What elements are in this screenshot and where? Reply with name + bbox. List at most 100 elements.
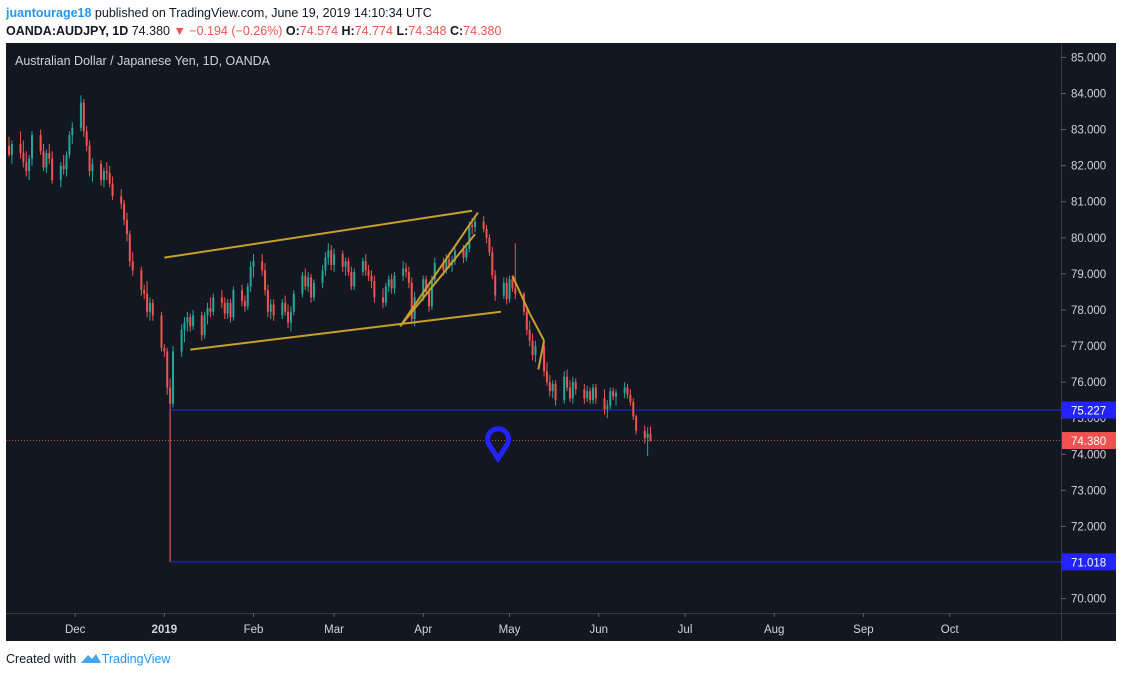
trend-line[interactable] bbox=[537, 340, 546, 370]
trend-line[interactable] bbox=[511, 275, 531, 314]
candle-body bbox=[261, 261, 264, 271]
candle-body bbox=[635, 416, 638, 431]
created-with-text: Created with bbox=[6, 652, 77, 666]
chart-panel[interactable]: Australian Dollar / Japanese Yen, 1D, OA… bbox=[6, 43, 1116, 641]
candle-body bbox=[422, 279, 425, 298]
candle-body bbox=[79, 102, 82, 128]
trend-line[interactable] bbox=[399, 211, 479, 327]
x-tick-label: Aug bbox=[764, 624, 784, 636]
candle-body bbox=[312, 282, 315, 298]
candle-body bbox=[304, 275, 307, 287]
price-chart[interactable]: Australian Dollar / Japanese Yen, 1D, OA… bbox=[6, 43, 1116, 641]
candle-body bbox=[568, 387, 571, 399]
candle-body bbox=[85, 131, 88, 146]
candle-body bbox=[649, 433, 652, 441]
candle-body bbox=[344, 261, 347, 267]
candle-body bbox=[589, 391, 592, 401]
level-price-label: 71.018 bbox=[1071, 557, 1106, 569]
low-value: 74.348 bbox=[408, 24, 447, 38]
candle-body bbox=[249, 266, 252, 287]
high-value: 74.774 bbox=[354, 24, 393, 38]
last-price-label: 74.380 bbox=[1071, 436, 1106, 448]
candle-body bbox=[151, 302, 154, 316]
candle-body bbox=[465, 248, 468, 258]
y-tick-label: 78.000 bbox=[1071, 305, 1106, 317]
candle-body bbox=[243, 300, 246, 307]
candle-body bbox=[548, 382, 551, 392]
candle-body bbox=[384, 286, 387, 303]
candle-body bbox=[321, 270, 324, 283]
trend-line[interactable] bbox=[399, 233, 476, 327]
candle-body bbox=[433, 263, 436, 280]
candle-body bbox=[45, 153, 48, 168]
candle-body bbox=[206, 308, 209, 316]
level-price-label: 75.227 bbox=[1071, 406, 1106, 418]
candle-body bbox=[471, 225, 474, 227]
candle-body bbox=[111, 183, 114, 197]
x-tick-label: Oct bbox=[941, 624, 960, 636]
candle-body bbox=[488, 237, 491, 253]
y-tick-label: 83.000 bbox=[1071, 125, 1106, 137]
candle-body bbox=[614, 392, 618, 397]
last-price-text: 74.380 bbox=[131, 24, 170, 38]
candle-body bbox=[148, 302, 151, 312]
symbol-label: OANDA:AUDJPY, 1D bbox=[6, 24, 129, 38]
candle-body bbox=[502, 282, 505, 296]
candle-body bbox=[71, 127, 74, 135]
candle-body bbox=[514, 288, 517, 294]
candle-body bbox=[131, 261, 134, 271]
x-tick-label: May bbox=[499, 624, 521, 636]
candle-body bbox=[591, 387, 594, 401]
candle-body bbox=[22, 153, 25, 163]
candle-body bbox=[140, 270, 143, 291]
trend-line[interactable] bbox=[164, 209, 473, 259]
candle-body bbox=[574, 382, 577, 390]
tradingview-link[interactable]: TradingView bbox=[101, 652, 171, 666]
candle-body bbox=[7, 145, 11, 155]
x-tick-label: Jul bbox=[678, 624, 693, 636]
candle-body bbox=[586, 391, 589, 399]
candle-body bbox=[482, 221, 485, 229]
chart-title: Australian Dollar / Japanese Yen, 1D, OA… bbox=[15, 54, 271, 68]
candle-body bbox=[543, 346, 546, 372]
candle-body bbox=[91, 163, 94, 172]
candle-body bbox=[88, 145, 91, 172]
candle-body bbox=[445, 259, 448, 271]
candle-body bbox=[407, 272, 410, 283]
candle-body bbox=[123, 203, 126, 220]
candle-body bbox=[180, 329, 183, 352]
candle-body bbox=[272, 304, 275, 316]
ohlc-line: OANDA:AUDJPY, 1D 74.380 ▼ −0.194 (−0.26%… bbox=[6, 22, 501, 40]
candle-body bbox=[525, 311, 528, 330]
author-link[interactable]: juantourage18 bbox=[6, 6, 92, 20]
candle-body bbox=[485, 228, 488, 238]
candle-body bbox=[341, 254, 344, 267]
candle-body bbox=[623, 387, 626, 393]
candle-body bbox=[629, 394, 632, 402]
y-tick-label: 70.000 bbox=[1071, 594, 1106, 606]
candle-body bbox=[68, 134, 71, 155]
y-tick-label: 72.000 bbox=[1071, 521, 1106, 533]
candle-body bbox=[120, 196, 123, 204]
candle-body bbox=[453, 250, 456, 262]
candle-body bbox=[361, 261, 364, 273]
high-label: H: bbox=[341, 24, 355, 38]
candle-body bbox=[554, 383, 557, 401]
candle-body bbox=[324, 257, 327, 271]
candle-body bbox=[289, 311, 292, 323]
trend-line[interactable] bbox=[528, 313, 545, 342]
candle-body bbox=[105, 171, 108, 173]
x-tick-label: Dec bbox=[65, 624, 86, 636]
candle-body bbox=[292, 293, 295, 312]
candle-body bbox=[266, 290, 269, 312]
candle-body bbox=[327, 250, 330, 258]
candle-body bbox=[534, 346, 537, 356]
trend-line[interactable] bbox=[190, 310, 502, 351]
candle-body bbox=[387, 279, 390, 287]
candle-body bbox=[169, 387, 172, 404]
candle-body bbox=[643, 430, 646, 439]
candle-body bbox=[284, 302, 287, 312]
candle-body bbox=[223, 302, 226, 314]
candle-body bbox=[51, 158, 54, 181]
location-pin-icon[interactable] bbox=[485, 426, 512, 464]
